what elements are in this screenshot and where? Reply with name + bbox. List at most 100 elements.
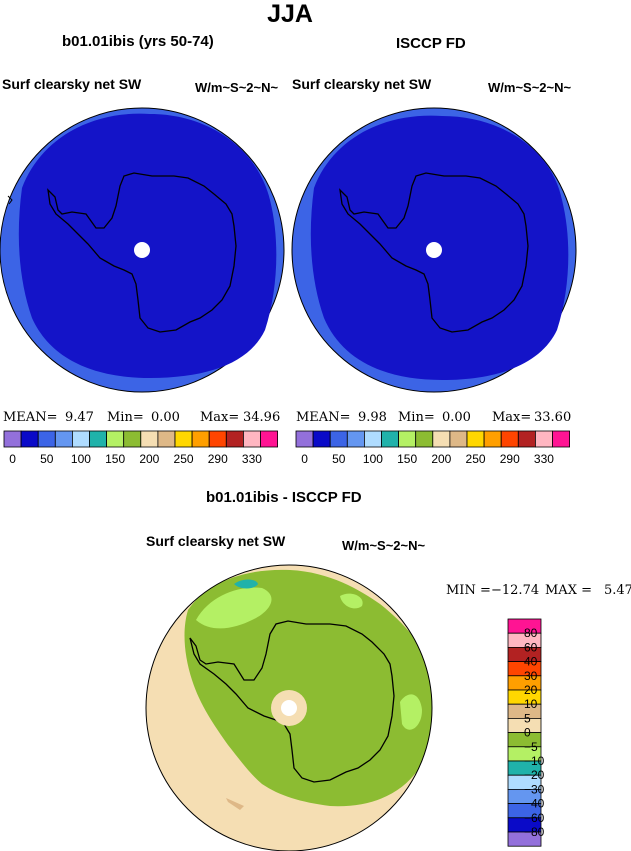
obs-colorbar-box [517,430,536,448]
model-colorbar-box [20,430,39,448]
obs-colorbar-box [346,430,365,448]
diff-units-label: W/m~S~2~N~ [342,538,426,553]
model-colorbar: 0 50 100 150 200 250 290 330 [3,430,279,466]
model-colorbar-box [242,430,261,448]
obs-mean-label: MEAN= [296,410,351,425]
obs-map [291,107,577,393]
obs-colorbar-box [449,430,468,448]
obs-max-label: Max= [492,410,532,425]
obs-colorbar-box [415,430,434,448]
obs-colorbar-tick-label: 330 [534,452,554,466]
diff-colorbar-tick-label: −10 [524,754,545,768]
model-colorbar-box [123,430,142,448]
model-colorbar-box [140,430,159,448]
obs-colorbar: 0 50 100 150 200 250 290 330 [295,430,571,466]
model-min-value: 0.00 [151,410,180,425]
diff-pole-hole [281,700,297,716]
model-panel-title: b01.01ibis (yrs 50-74) [62,33,214,50]
obs-colorbar-tick-label: 50 [332,452,346,466]
obs-max-value: 33.60 [534,410,572,425]
diff-teal-patch [234,579,258,589]
model-colorbar-box [260,430,279,448]
model-colorbar-box [3,430,22,448]
diff-variable-label: Surf clearsky net SW [146,533,286,549]
diff-colorbar-tick-label: −5 [524,740,538,754]
obs-antarctica-coastline [339,172,529,333]
model-colorbar-box [106,430,125,448]
diff-max-label: MAX = [545,583,592,598]
obs-min-value: 0.00 [442,410,471,425]
obs-colorbar-box [500,430,519,448]
obs-colorbar-box [381,430,400,448]
model-colorbar-tick-label: 0 [9,452,16,466]
diff-min-value: −12.74 [491,583,540,598]
diff-tan-patch-small [226,798,244,810]
obs-colorbar-tick-label: 150 [397,452,417,466]
obs-colorbar-tick-label: 250 [466,452,486,466]
model-units-label: W/m~S~2~N~ [195,80,279,95]
obs-colorbar-box [432,430,451,448]
model-max-label: Max= [200,410,240,425]
diff-light-green-patch-2 [400,694,422,730]
diff-colorbar-tick-label: 5 [524,711,531,725]
obs-min-label: Min= [398,410,435,425]
diff-colorbar-tick-label: 60 [524,640,538,654]
model-colorbar-box [174,430,193,448]
model-island-outline [7,195,13,205]
diff-antarctica-coastline [189,620,395,783]
obs-colorbar-tick-label: 0 [301,452,308,466]
obs-colorbar-box [398,430,417,448]
diff-colorbar-tick-label: 40 [524,655,538,669]
diff-max-value: 5.47 [604,583,631,598]
diff-map-rim [145,564,433,851]
diff-colorbar-tick-label: 10 [524,697,538,711]
model-pole-hole [134,242,150,258]
obs-colorbar-box [466,430,485,448]
model-colorbar-box [72,430,90,448]
obs-colorbar-box [483,430,502,448]
model-colorbar-box [208,430,227,448]
diff-colorbar-tick-label: −40 [524,797,545,811]
model-min-label: Min= [107,410,144,425]
obs-pole-hole [426,242,442,258]
model-colorbar-box [89,430,108,448]
obs-colorbar-tick-label: 290 [500,452,520,466]
diff-light-green-patch-3 [340,593,363,609]
model-colorbar-tick-label: 150 [105,452,125,466]
model-colorbar-box [157,430,176,448]
model-map [0,107,285,393]
obs-colorbar-box [535,430,553,448]
diff-colorbar-tick-label: 30 [524,669,538,683]
obs-colorbar-box [312,430,331,448]
diff-negative-region [184,569,432,807]
obs-colorbar-box [552,430,571,448]
model-variable-label: Surf clearsky net SW [2,76,142,92]
diff-colorbar-tick-label: −60 [524,811,545,825]
obs-variable-label: Surf clearsky net SW [292,76,432,92]
model-colorbar-box [37,430,56,448]
obs-colorbar-box [295,430,314,448]
model-colorbar-box [225,430,244,448]
model-colorbar-tick-label: 330 [242,452,262,466]
diff-colorbar-tick-label: 80 [524,626,538,640]
model-colorbar-tick-label: 290 [208,452,228,466]
obs-units-label: W/m~S~2~N~ [488,80,572,95]
diff-map [145,564,433,851]
diff-panel-title: b01.01ibis - ISCCP FD [206,489,362,506]
diff-colorbar-tick-label: 0 [524,726,531,740]
obs-colorbar-tick-label: 100 [363,452,383,466]
model-colorbar-box [54,430,73,448]
model-mean-label: MEAN= [3,410,58,425]
model-colorbar-tick-label: 250 [174,452,194,466]
diff-min-label: MIN = [446,583,491,598]
model-mean-value: 9.47 [65,410,94,425]
figure-title: JJA [267,0,313,28]
obs-colorbar-tick-label: 200 [431,452,451,466]
diff-colorbar-tick-label: −80 [524,825,545,839]
model-colorbar-tick-label: 100 [71,452,91,466]
diff-colorbar-box [507,831,542,847]
obs-colorbar-box [363,430,382,448]
diff-colorbar-tick-label: 20 [524,683,538,697]
